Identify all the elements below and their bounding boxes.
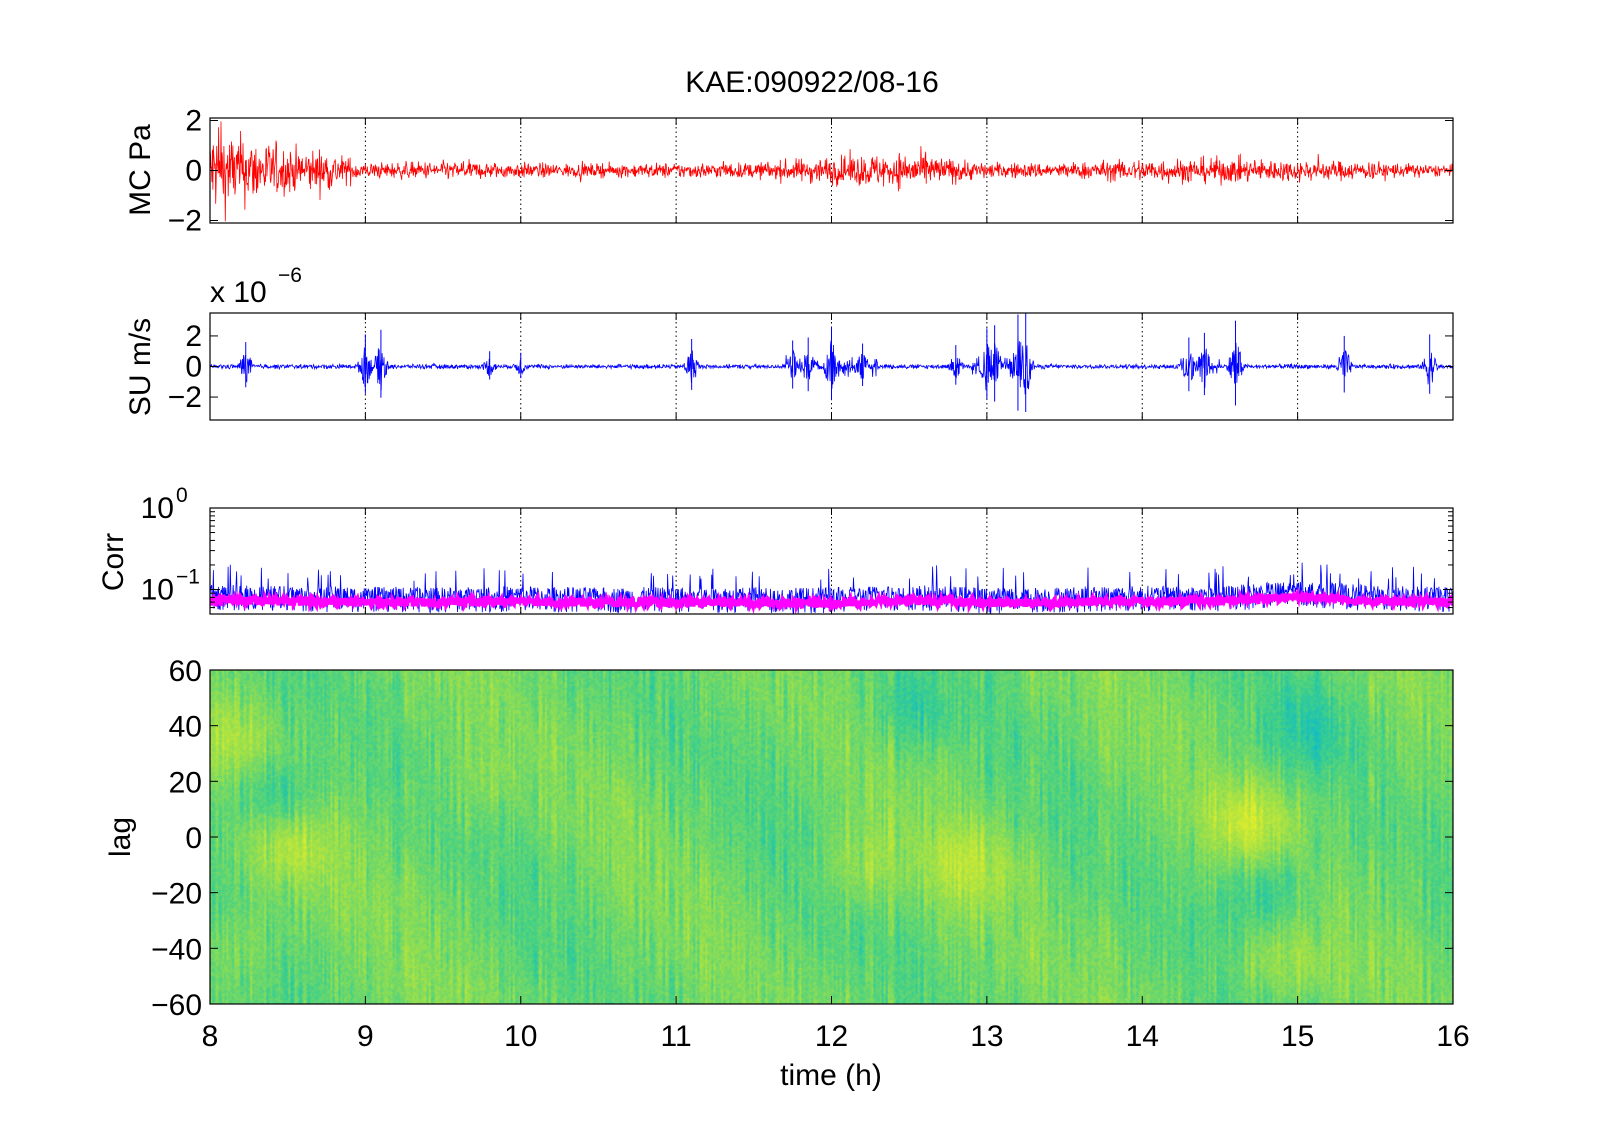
mc-series [210,121,1453,222]
x-tick-label: 9 [357,1020,374,1053]
lag-y-tick-label: 40 [169,711,202,744]
corr-y-tick-label: 10 [141,573,174,606]
x-tick-labels: 8 9 10 11 12 13 14 15 16 [202,996,1470,1053]
x-tick-label: 16 [1436,1020,1469,1053]
lag-y-tick-label: 20 [169,766,202,799]
figure-title: KAE:090922/08-16 [685,66,939,99]
lag-y-ticks: 60 40 20 0 −20 −40 −60 [151,655,1453,1022]
lag-y-tick-label: −40 [151,933,202,966]
corr-ylabel: Corr [97,533,130,591]
corr-y-tick-label: 10 [141,492,174,525]
su-y-tick-label: 0 [185,351,202,384]
panel-mc: 2 0 −2 MC Pa [124,105,1454,238]
mc-y-ticks: 2 0 −2 [168,105,1453,238]
su-trace [210,313,1453,412]
panel-su: 20−2 SU m/s x 10 −6 [124,264,1454,421]
su-scale-exponent: −6 [278,264,302,287]
x-tick-label: 15 [1281,1020,1314,1053]
corr-smooth-series [210,587,1453,614]
x-tick-label: 14 [1126,1020,1159,1053]
x-tick-label: 8 [202,1020,219,1053]
corr-y-tick-exponent: 0 [176,484,188,507]
lag-y-tick-label: 0 [185,822,202,855]
lag-y-tick-label: −60 [151,989,202,1022]
lag-y-tick-label: 60 [169,655,202,688]
su-y-tick-label: −2 [168,381,202,414]
lag-heatmap [210,670,1453,1004]
corr-traces [210,562,1453,614]
x-tick-label: 11 [661,1020,692,1053]
mc-y-tick-label: 2 [185,105,202,138]
x-tick-label: 10 [504,1020,537,1053]
panel-lag: 60 40 20 0 −20 −40 −60 8 9 10 11 12 13 14 15 16 lag ti… [104,655,1470,1092]
su-y-tick-label: 2 [185,320,202,353]
corr-y-tick-exponent: −1 [176,565,200,588]
mc-y-tick-label: −2 [168,205,202,238]
mc-trace [210,121,1453,222]
lag-y-tick-label: −20 [151,878,202,911]
x-tick-label: 13 [970,1020,1003,1053]
su-ylabel: SU m/s [124,318,157,416]
mc-y-tick-label: 0 [185,155,202,188]
mc-grid [209,118,1454,223]
su-y-ticks: 20−2 [168,320,1453,414]
lag-ylabel: lag [104,817,137,857]
x-tick-label: 12 [815,1020,848,1053]
corr-axes-frame [209,507,1454,615]
mc-ylabel: MC Pa [124,124,157,216]
su-scale-label: x 10 [210,276,267,309]
x-axis-label: time (h) [780,1059,882,1092]
